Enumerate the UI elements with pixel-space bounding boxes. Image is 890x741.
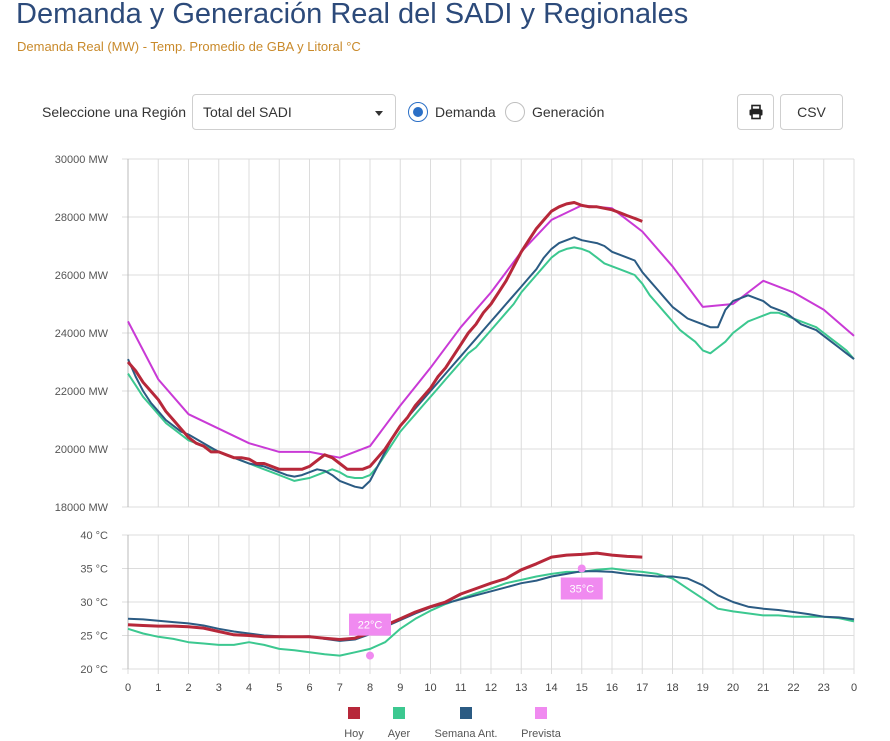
temp-y-tick-label: 35 °C [80, 564, 108, 576]
printer-icon [749, 104, 762, 120]
x-tick-label: 10 [424, 682, 436, 694]
legend-label: Semana Ant. [435, 728, 498, 740]
x-tick-label: 23 [818, 682, 830, 694]
demand-series-semana-ant- [127, 236, 855, 490]
legend-label: Prevista [521, 728, 562, 740]
region-select[interactable]: Total del SADI [192, 94, 396, 130]
x-tick-label: 21 [757, 682, 769, 694]
print-button[interactable] [737, 94, 774, 130]
forecast-point [577, 564, 586, 573]
x-tick-label: 11 [455, 682, 466, 694]
page-subtitle: Demanda Real (MW) - Temp. Promedio de GB… [17, 39, 361, 54]
forecast-label-box [349, 613, 391, 636]
temp-series-ayer [127, 567, 855, 657]
legend-swatch [535, 707, 547, 719]
x-tick-label: 2 [185, 682, 191, 694]
caret-down-icon [375, 111, 383, 116]
demand-y-tick-label: 20000 MW [55, 444, 109, 456]
x-tick-label: 13 [515, 682, 527, 694]
x-tick-label: 14 [545, 682, 557, 694]
x-tick-label: 5 [276, 682, 282, 694]
legend-swatch [460, 707, 472, 719]
x-tick-label: 20 [727, 682, 739, 694]
page-title: Demanda y Generación Real del SADI y Reg… [16, 0, 689, 30]
demand-y-tick-label: 18000 MW [55, 502, 109, 514]
region-select-value: Total del SADI [203, 104, 292, 120]
x-tick-label: 22 [787, 682, 799, 694]
x-tick-label: 4 [246, 682, 252, 694]
forecast-point [366, 651, 374, 660]
x-tick-label: 19 [697, 682, 709, 694]
x-tick-label: 7 [337, 682, 343, 694]
legend-label: Ayer [388, 728, 411, 740]
x-tick-label: 1 [155, 682, 161, 694]
temp-y-tick-label: 40 °C [80, 530, 108, 542]
forecast-label-box [560, 577, 603, 600]
demand-series-hoy [126, 201, 643, 471]
x-tick-label: 3 [216, 682, 222, 694]
demand-y-tick-label: 24000 MW [55, 328, 109, 340]
radio-demanda[interactable]: Demanda [408, 101, 496, 123]
radio-generacion-label: Generación [532, 104, 605, 120]
demand-y-tick-label: 26000 MW [55, 270, 109, 282]
temp-y-tick-label: 20 °C [80, 664, 108, 676]
radio-checked-icon[interactable] [408, 102, 428, 122]
forecast-label: 22°C [358, 620, 383, 632]
forecast-label: 35°C [569, 584, 594, 596]
radio-unchecked-icon[interactable] [505, 102, 525, 122]
x-tick-label: 15 [576, 682, 588, 694]
region-label: Seleccione una Región [42, 104, 186, 120]
x-tick-label: 8 [367, 682, 373, 694]
x-tick-label: 18 [666, 682, 678, 694]
temp-y-tick-label: 30 °C [80, 597, 108, 609]
x-tick-label: 0 [851, 682, 857, 694]
legend-swatch [393, 707, 405, 719]
radio-generacion[interactable]: Generación [505, 101, 604, 123]
x-tick-label: 16 [606, 682, 618, 694]
legend-swatch [348, 707, 360, 719]
x-tick-label: 12 [485, 682, 497, 694]
demand-series-prevista [127, 204, 855, 459]
x-tick-label: 6 [306, 682, 312, 694]
demand-y-tick-label: 30000 MW [55, 154, 109, 166]
csv-button[interactable]: CSV [780, 94, 843, 130]
x-tick-label: 0 [125, 682, 131, 694]
x-tick-label: 9 [397, 682, 403, 694]
temp-y-tick-label: 25 °C [80, 631, 108, 643]
radio-demanda-label: Demanda [435, 104, 496, 120]
x-tick-label: 17 [636, 682, 648, 694]
demand-y-tick-label: 22000 MW [55, 386, 109, 398]
legend-label: Hoy [344, 728, 364, 740]
demand-y-tick-label: 28000 MW [55, 212, 109, 224]
temp-series-semana-ant- [127, 570, 855, 642]
